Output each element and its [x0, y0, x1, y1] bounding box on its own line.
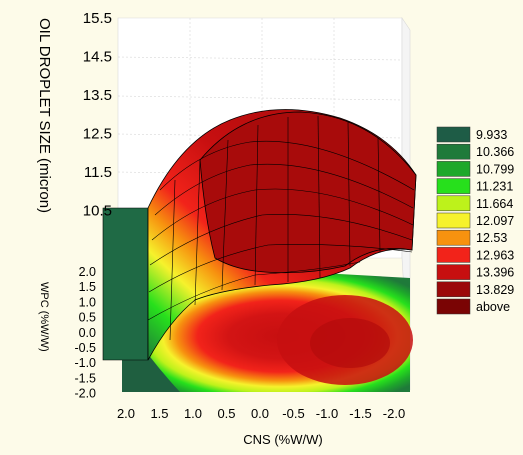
y-tick-label: -1.5	[74, 371, 96, 385]
legend-swatch	[436, 281, 471, 298]
x-tick-label: -0.5	[282, 406, 304, 421]
x-tick-label: 1.0	[184, 406, 202, 421]
x-tick-label: -1.0	[316, 406, 338, 421]
legend-swatch	[436, 161, 471, 177]
legend-label: 11.231	[476, 180, 513, 194]
legend-label: 12.53	[476, 231, 507, 245]
y-tick-label: 1.0	[79, 295, 96, 309]
y-axis-ticks: 2.01.51.0 0.50.0-0.5-1.0-1.5 -2.0	[74, 265, 96, 401]
z-tick-label: 14.5	[83, 49, 112, 66]
surface-side-block	[102, 207, 149, 361]
x-axis-ticks: 2.0 1.5 1.0 0.5 0.0 -0.5 -1.0 -1.5 -2.0	[117, 406, 405, 421]
x-tick-label: -1.5	[349, 406, 371, 421]
surface-mesh	[147, 115, 415, 341]
y-tick-label: 0.0	[79, 326, 96, 340]
y-tick-label: 0.5	[79, 311, 96, 325]
floor-corner-green	[122, 318, 180, 392]
legend-label: 11.664	[476, 197, 513, 211]
z-tick-label: 12.5	[83, 126, 112, 143]
y-tick-label: -1.0	[74, 356, 96, 370]
y-tick-label: -0.5	[74, 341, 96, 355]
z-axis-label: OIL DROPLET SIZE (micron)	[36, 18, 53, 213]
z-tick-label: 13.5	[83, 87, 112, 104]
legend-swatch	[436, 247, 471, 263]
x-tick-label: 0.0	[251, 406, 269, 421]
z-tick-label: 11.5	[84, 164, 112, 181]
z-tick-label: 10.5	[83, 203, 112, 220]
legend-label: 13.829	[476, 283, 514, 297]
floor-core-inner	[310, 318, 390, 368]
y-tick-label: 2.0	[79, 265, 96, 279]
legend-label: 9.933	[476, 128, 507, 142]
legend-label: 13.396	[476, 266, 514, 280]
x-tick-label: 2.0	[117, 406, 135, 421]
surface-dome	[199, 111, 417, 274]
legend-swatch	[436, 264, 471, 280]
z-tick-label: 15.5	[83, 10, 112, 27]
x-tick-label: -2.0	[383, 406, 405, 421]
x-tick-label: 0.5	[217, 406, 235, 421]
legend-swatch	[436, 178, 471, 194]
legend: 9.933 10.366 10.799 11.231 11.664 12.097 12.53…	[436, 126, 514, 315]
y-tick-label: -2.0	[74, 387, 96, 401]
legend-label: 10.799	[476, 162, 514, 176]
z-axis-ticks: 15.5 14.5 13.5 12.5 11.5 10.5	[83, 10, 112, 220]
legend-swatch	[436, 126, 471, 143]
legend-label: 12.097	[476, 214, 514, 228]
legend-swatch	[436, 212, 471, 229]
legend-label: 12.963	[476, 248, 514, 262]
x-axis-label: CNS (%W/W)	[243, 432, 322, 447]
legend-swatch	[436, 229, 471, 246]
legend-swatch	[436, 195, 471, 212]
y-tick-label: 1.5	[79, 280, 96, 294]
legend-label: above	[476, 300, 510, 314]
x-tick-label: 1.5	[150, 406, 168, 421]
legend-swatch	[436, 298, 471, 315]
y-axis-label: WPC (%W/W)	[38, 282, 50, 352]
legend-label: 10.366	[476, 145, 514, 159]
legend-swatch	[436, 143, 471, 160]
